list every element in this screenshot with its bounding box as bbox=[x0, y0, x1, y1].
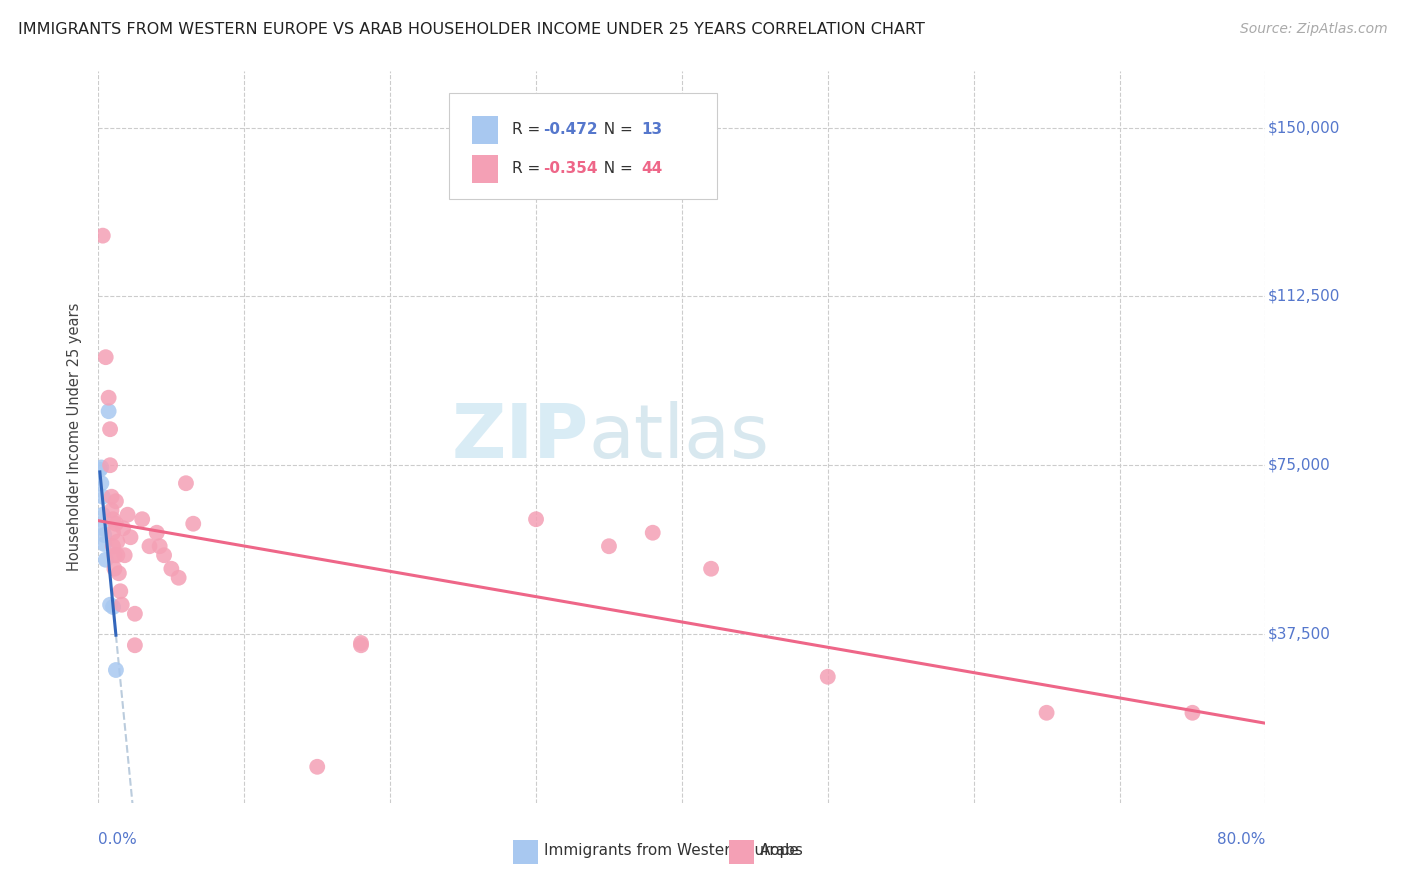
Point bbox=[114, 548, 136, 562]
Point bbox=[100, 490, 122, 504]
Point bbox=[111, 598, 134, 612]
FancyBboxPatch shape bbox=[449, 94, 717, 200]
Y-axis label: Householder Income Under 25 years: Householder Income Under 25 years bbox=[67, 303, 83, 571]
Point bbox=[524, 512, 547, 526]
Text: -0.472: -0.472 bbox=[543, 122, 598, 137]
Point bbox=[124, 638, 146, 652]
Point bbox=[91, 228, 114, 243]
Point bbox=[153, 548, 176, 562]
Point bbox=[101, 539, 124, 553]
Point bbox=[817, 670, 839, 684]
Point bbox=[350, 638, 373, 652]
Point bbox=[101, 525, 124, 540]
Text: -0.354: -0.354 bbox=[543, 161, 598, 176]
Point bbox=[90, 460, 112, 475]
Point bbox=[91, 490, 114, 504]
Point bbox=[89, 463, 111, 477]
Text: 13: 13 bbox=[641, 122, 662, 137]
Text: 80.0%: 80.0% bbox=[1218, 832, 1265, 847]
Point bbox=[97, 404, 120, 418]
Point bbox=[350, 636, 373, 650]
Point bbox=[181, 516, 204, 531]
Point bbox=[104, 516, 127, 531]
Point bbox=[100, 503, 122, 517]
Point bbox=[104, 663, 127, 677]
Point bbox=[124, 607, 146, 621]
Text: 44: 44 bbox=[641, 161, 662, 176]
Point bbox=[120, 530, 142, 544]
FancyBboxPatch shape bbox=[472, 116, 498, 144]
Point bbox=[307, 760, 329, 774]
Point bbox=[160, 562, 183, 576]
Point bbox=[174, 476, 197, 491]
Point bbox=[1181, 706, 1204, 720]
Point bbox=[1035, 706, 1057, 720]
Text: ZIP: ZIP bbox=[451, 401, 589, 474]
Point bbox=[91, 508, 114, 522]
Point bbox=[700, 562, 723, 576]
Text: Arabs: Arabs bbox=[761, 843, 804, 858]
Point bbox=[105, 534, 128, 549]
Point bbox=[94, 350, 117, 364]
Point bbox=[167, 571, 190, 585]
Text: $37,500: $37,500 bbox=[1268, 626, 1330, 641]
Text: $75,000: $75,000 bbox=[1268, 458, 1330, 473]
Text: R =: R = bbox=[512, 122, 544, 137]
Point bbox=[101, 512, 124, 526]
Text: N =: N = bbox=[595, 122, 638, 137]
Point bbox=[98, 422, 121, 436]
Point bbox=[103, 562, 125, 576]
FancyBboxPatch shape bbox=[513, 840, 538, 863]
Point bbox=[98, 458, 121, 473]
Point bbox=[91, 521, 114, 535]
Point bbox=[93, 537, 115, 551]
Point bbox=[146, 525, 169, 540]
Point bbox=[104, 494, 127, 508]
Point bbox=[598, 539, 620, 553]
Text: 0.0%: 0.0% bbox=[98, 832, 138, 847]
Point bbox=[108, 566, 131, 581]
FancyBboxPatch shape bbox=[728, 840, 754, 863]
Text: Source: ZipAtlas.com: Source: ZipAtlas.com bbox=[1240, 22, 1388, 37]
FancyBboxPatch shape bbox=[472, 154, 498, 183]
Point bbox=[101, 599, 124, 614]
Point bbox=[98, 598, 121, 612]
Point bbox=[112, 521, 135, 535]
Text: atlas: atlas bbox=[589, 401, 769, 474]
Text: IMMIGRANTS FROM WESTERN EUROPE VS ARAB HOUSEHOLDER INCOME UNDER 25 YEARS CORRELA: IMMIGRANTS FROM WESTERN EUROPE VS ARAB H… bbox=[18, 22, 925, 37]
Point bbox=[110, 584, 132, 599]
Point bbox=[131, 512, 153, 526]
Point bbox=[103, 548, 125, 562]
Point bbox=[93, 528, 115, 542]
Point bbox=[138, 539, 160, 553]
Text: R =: R = bbox=[512, 161, 544, 176]
Point bbox=[97, 391, 120, 405]
Point bbox=[641, 525, 664, 540]
Point bbox=[117, 508, 139, 522]
Point bbox=[105, 548, 128, 562]
Text: $150,000: $150,000 bbox=[1268, 120, 1340, 135]
Text: N =: N = bbox=[595, 161, 638, 176]
Point bbox=[94, 553, 117, 567]
Point bbox=[90, 476, 112, 491]
Point bbox=[149, 539, 172, 553]
Text: Immigrants from Western Europe: Immigrants from Western Europe bbox=[544, 843, 799, 858]
Text: $112,500: $112,500 bbox=[1268, 289, 1340, 304]
